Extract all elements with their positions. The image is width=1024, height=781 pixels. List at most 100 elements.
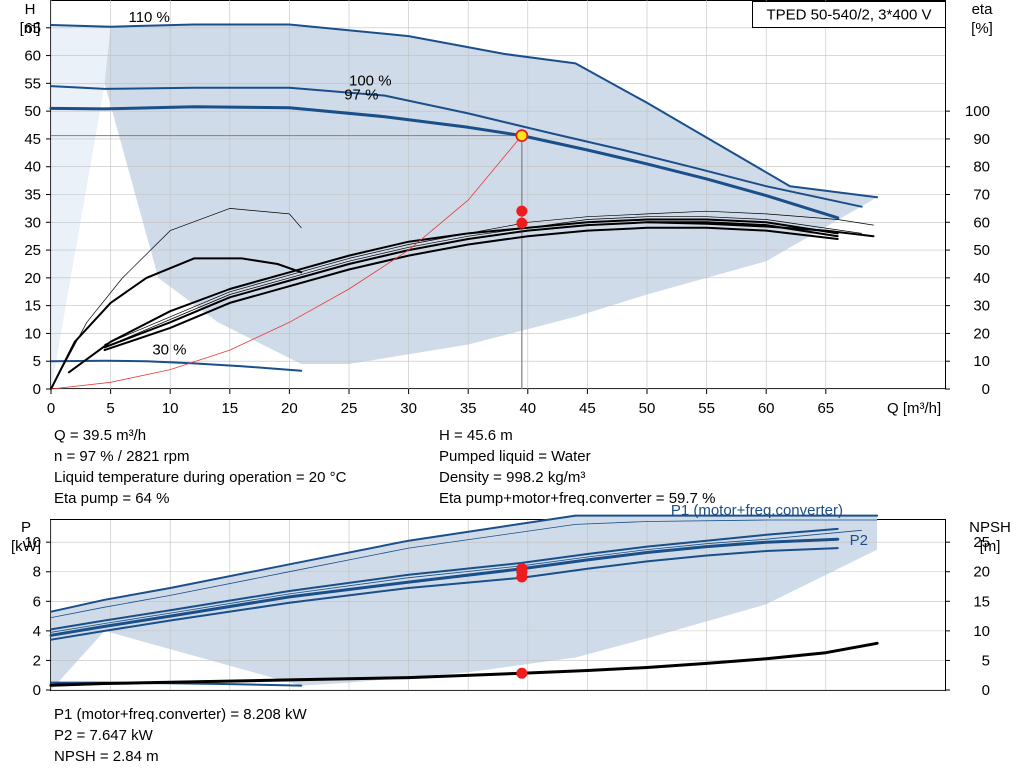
power-curve <box>50 527 839 631</box>
power-marker <box>516 667 528 679</box>
power-curve <box>50 519 878 618</box>
y-right-tick-label: 90 <box>973 131 990 148</box>
y-left-unit-bottom: [kW] <box>11 538 41 555</box>
y-left-tick-label: 35 <box>24 187 41 204</box>
y-right-tick-label: 15 <box>973 593 990 610</box>
power-curve <box>50 514 879 613</box>
y-left-label-bottom: P <box>21 519 31 536</box>
y-right-tick-label: 80 <box>973 159 990 176</box>
y-right-label-bottom: NPSH <box>969 519 1011 536</box>
readout-eta-pump: Eta pump = 64 % <box>54 490 170 507</box>
readout-p1: P1 (motor+freq.converter) = 8.208 kW <box>54 706 307 723</box>
y-left-tick-label: 0 <box>33 381 41 398</box>
system-curve <box>50 135 523 390</box>
y-right-unit-top: [%] <box>971 20 993 37</box>
x-tick-label: 20 <box>281 400 298 417</box>
y-left-tick-label: 20 <box>24 270 41 287</box>
y-left-tick-label: 0 <box>33 682 41 699</box>
y-left-tick-label: 6 <box>33 593 41 610</box>
y-left-tick-label: 15 <box>24 298 41 315</box>
x-tick-label: 25 <box>341 400 358 417</box>
efficiency-curve <box>103 221 839 349</box>
y-right-tick-label: 0 <box>982 381 990 398</box>
series-label: P2 <box>850 532 868 549</box>
head-curve <box>50 23 879 199</box>
x-tick-label: 65 <box>817 400 834 417</box>
head-curve <box>50 85 863 208</box>
x-tick-label: 10 <box>162 400 179 417</box>
readout-density: Density = 998.2 kg/m³ <box>439 469 585 486</box>
x-tick-label: 40 <box>519 400 536 417</box>
y-right-tick-label: 70 <box>973 187 990 204</box>
efficiency-curve <box>104 216 862 348</box>
efficiency-curve <box>50 257 303 390</box>
series-label: P1 (motor+freq.converter) <box>671 502 843 519</box>
x-tick-label: 45 <box>579 400 596 417</box>
y-right-tick-label: 20 <box>973 325 990 342</box>
y-right-tick-label: 100 <box>965 103 990 120</box>
y-right-tick-label: 10 <box>973 623 990 640</box>
y-right-tick-label: 20 <box>973 564 990 581</box>
readout-p2: P2 = 7.647 kW <box>54 727 154 744</box>
readout-eta-total: Eta pump+motor+freq.converter = 59.7 % <box>439 490 715 507</box>
efficiency-marker <box>516 205 528 217</box>
y-right-tick-label: 50 <box>973 242 990 259</box>
y-left-tick-label: 4 <box>33 623 41 640</box>
operating-area <box>51 24 878 389</box>
x-axis-label: Q [m³/h] <box>887 400 941 417</box>
y-right-tick-label: 25 <box>973 534 990 551</box>
y-right-tick-label: 30 <box>973 298 990 315</box>
y-left-tick-label: 60 <box>24 48 41 65</box>
speed-label: 97 % <box>344 86 378 103</box>
x-tick-label: 55 <box>698 400 715 417</box>
npsh-curve <box>49 641 879 687</box>
y-right-label-top: eta <box>972 1 994 18</box>
y-left-tick-label: 55 <box>24 75 41 92</box>
low-flow-area <box>51 25 111 390</box>
readout-h: H = 45.6 m <box>439 427 513 444</box>
y-left-tick-label: 25 <box>24 242 41 259</box>
readout-q: Q = 39.5 m³/h <box>54 427 146 444</box>
y-left-tick-label: 5 <box>33 353 41 370</box>
operating-point <box>515 129 529 142</box>
y-left-tick-label: 65 <box>24 20 41 37</box>
readout-temp: Liquid temperature during operation = 20… <box>54 469 347 486</box>
top-plot-area: 110 % 100 %97 % 30 % <box>49 0 945 390</box>
x-tick-label: 15 <box>221 400 238 417</box>
x-tick-label: 60 <box>758 400 775 417</box>
power-marker <box>516 566 528 578</box>
y-right-unit-bottom: [m] <box>980 538 1001 555</box>
speed-label: 110 % <box>128 9 169 26</box>
efficiency-marker <box>516 217 528 229</box>
y-left-label-top: H <box>25 1 36 18</box>
bottom-chart-frame <box>50 519 946 691</box>
efficiency-curve <box>50 208 302 390</box>
y-right-tick-label: 5 <box>982 652 990 669</box>
x-tick-label: 50 <box>639 400 656 417</box>
y-left-tick-label: 10 <box>24 325 41 342</box>
x-tick-label: 30 <box>400 400 417 417</box>
efficiency-curve <box>67 218 839 374</box>
readout-n: n = 97 % / 2821 rpm <box>54 448 190 465</box>
top-axes: 0 5 10 15 20 25 30 35 40 45 50 55 60 65 0 5 10 15 20 25 30 35… <box>24 20 990 417</box>
y-right-tick-label: 40 <box>973 270 990 287</box>
bottom-plot-area: P1 (motor+freq.converter) P2 <box>49 502 945 691</box>
efficiency-curve <box>103 226 839 352</box>
y-left-tick-label: 30 <box>24 214 41 231</box>
speed-label: 100 % <box>349 73 392 90</box>
title-box <box>752 1 946 28</box>
x-tick-label: 5 <box>106 400 114 417</box>
chart-title: TPED 50-540/2, 3*400 V <box>766 7 931 24</box>
y-left-unit-top: [m] <box>20 20 41 37</box>
head-curve <box>50 359 303 372</box>
x-tick-label: 35 <box>460 400 477 417</box>
y-left-tick-label: 50 <box>24 103 41 120</box>
y-left-tick-label: 40 <box>24 159 41 176</box>
efficiency-curve <box>646 221 875 238</box>
y-right-tick-label: 60 <box>973 214 990 231</box>
y-left-tick-label: 45 <box>24 131 41 148</box>
efficiency-curve <box>104 210 874 345</box>
y-left-tick-label: 8 <box>33 564 41 581</box>
y-right-tick-label: 10 <box>973 353 990 370</box>
